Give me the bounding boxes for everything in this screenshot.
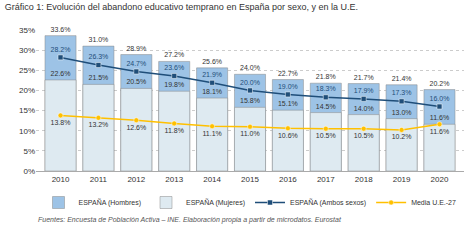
svg-text:21.5%: 21.5% [88,74,108,81]
svg-text:2014: 2014 [203,175,221,184]
svg-text:10%: 10% [19,127,35,136]
svg-text:24.0%: 24.0% [240,64,260,71]
svg-text:21.7%: 21.7% [354,74,374,81]
svg-text:2016: 2016 [279,175,297,184]
svg-text:20.2%: 20.2% [430,80,450,87]
svg-text:14.5%: 14.5% [316,103,336,110]
svg-text:2017: 2017 [317,175,335,184]
svg-text:2011: 2011 [90,175,108,184]
svg-text:19.0%: 19.0% [278,83,298,90]
svg-text:Gráfico 1: Evolución del aband: Gráfico 1: Evolución del abandono educat… [5,2,358,12]
svg-text:30%: 30% [19,46,35,55]
svg-text:11.1%: 11.1% [202,130,221,137]
svg-text:2019: 2019 [393,175,411,184]
svg-text:31.0%: 31.0% [88,36,108,43]
svg-text:2013: 2013 [165,175,183,184]
svg-text:Media U.E.-27: Media U.E.-27 [411,199,456,206]
svg-text:17.9%: 17.9% [354,87,374,94]
svg-text:10.6%: 10.6% [278,132,298,139]
svg-text:11.8%: 11.8% [165,127,184,134]
svg-text:Fuentes: Encuesta de Población: Fuentes: Encuesta de Población Activa – … [38,216,342,224]
svg-text:10.5%: 10.5% [316,132,336,139]
svg-text:15.1%: 15.1% [278,100,298,107]
svg-text:10.5%: 10.5% [354,132,374,139]
svg-text:12.6%: 12.6% [126,124,146,131]
svg-text:10.2%: 10.2% [392,133,412,140]
svg-text:ESPAÑA (Hombres): ESPAÑA (Hombres) [79,198,142,207]
svg-text:24.7%: 24.7% [126,60,146,67]
svg-text:11.6%: 11.6% [430,128,449,135]
svg-text:21.8%: 21.8% [316,73,336,80]
svg-text:2018: 2018 [355,175,373,184]
svg-text:21.9%: 21.9% [202,71,222,78]
svg-text:13.8%: 13.8% [51,119,71,126]
svg-text:ESPAÑA (Ambos sexos): ESPAÑA (Ambos sexos) [290,198,366,207]
svg-text:20%: 20% [19,86,35,95]
svg-text:5%: 5% [23,147,35,156]
svg-text:23.6%: 23.6% [164,64,184,71]
svg-text:20.0%: 20.0% [240,79,260,86]
svg-text:28.2%: 28.2% [51,46,71,53]
svg-text:13.0%: 13.0% [392,109,412,116]
svg-text:17.3%: 17.3% [392,89,412,96]
svg-text:11.6%: 11.6% [430,114,449,121]
svg-text:20.5%: 20.5% [126,78,146,85]
svg-text:27.2%: 27.2% [164,51,184,58]
svg-text:18.1%: 18.1% [202,88,222,95]
svg-text:2015: 2015 [241,175,259,184]
svg-text:22.7%: 22.7% [278,70,298,77]
svg-text:35%: 35% [19,26,35,35]
svg-text:18.3%: 18.3% [316,85,336,92]
svg-text:0%: 0% [23,167,35,176]
svg-text:25%: 25% [19,66,35,75]
svg-text:25.6%: 25.6% [202,58,222,65]
svg-text:14.0%: 14.0% [354,105,374,112]
svg-text:16.0%: 16.0% [430,95,450,102]
svg-text:11.0%: 11.0% [240,130,259,137]
svg-text:13.2%: 13.2% [88,121,108,128]
svg-text:33.6%: 33.6% [51,26,71,33]
svg-text:28.9%: 28.9% [126,45,146,52]
svg-text:ESPAÑA (Mujeres): ESPAÑA (Mujeres) [186,198,245,207]
svg-text:2010: 2010 [52,175,70,184]
svg-text:19.8%: 19.8% [164,81,184,88]
svg-text:2012: 2012 [127,175,145,184]
svg-text:15%: 15% [19,106,35,115]
svg-text:2020: 2020 [431,175,449,184]
svg-text:22.6%: 22.6% [51,70,71,77]
svg-text:15.8%: 15.8% [240,97,260,104]
svg-text:21.4%: 21.4% [392,75,412,82]
svg-text:26.3%: 26.3% [88,53,108,60]
